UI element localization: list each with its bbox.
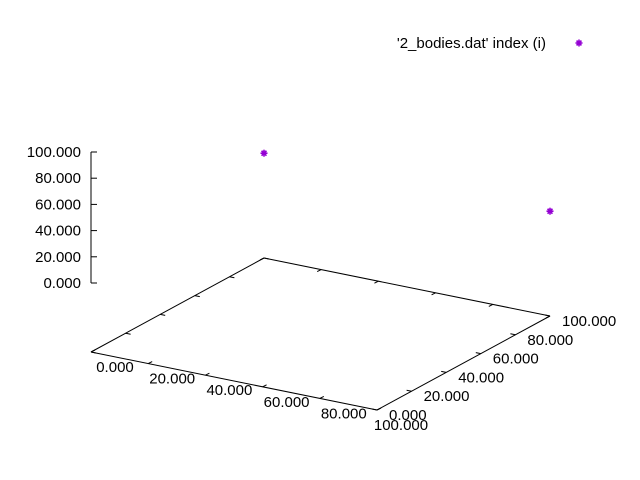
x-tick-label: 60.000 [264,394,310,411]
x-tick-label: 80.000 [321,405,367,422]
data-point [546,207,554,215]
marker-stroke [260,150,268,157]
x-tick-back [374,280,379,284]
y-tick-back [125,332,131,335]
y-tick-back [229,276,235,279]
x-tick-back [431,292,436,296]
y-tick-label: 100.000 [562,313,616,330]
x-tick-back [259,257,265,261]
y-tick-label: 20.000 [424,388,470,405]
x-tick [376,407,382,411]
tick-labels: 0.00020.00040.00060.00080.000100.0000.00… [27,144,616,434]
y-tick-label: 0.000 [389,407,427,424]
marker-stroke [575,39,583,47]
marker-stroke [546,208,554,215]
legend: '2_bodies.dat' index (i) [397,35,583,52]
axis-ticks [90,151,551,411]
back-y-edge [90,257,265,353]
y-tick-label: 80.000 [527,332,573,349]
y-tick [406,389,412,392]
x-tick [147,361,153,365]
y-tick [510,333,516,336]
y-tick [441,370,447,373]
x-tick [205,372,210,376]
x-tick-label: 20.000 [149,371,195,388]
y-tick-back [90,351,97,354]
z-tick-label: 0.000 [43,275,81,292]
x-axis-line [90,351,378,411]
x-tick-label: 100.000 [374,417,428,434]
y-tick-label: 60.000 [493,351,539,368]
z-tick-label: 60.000 [35,196,81,213]
x-tick-label: 0.000 [96,359,134,376]
y-tick-back [160,313,166,316]
base-plane [90,152,551,411]
y-axis-line [376,315,551,411]
y-tick [371,408,378,411]
x-tick-back [488,303,494,307]
y-tick [544,314,551,317]
z-tick-label: 100.000 [27,144,81,161]
x-tick-label: 40.000 [206,382,252,399]
y-tick [475,352,481,355]
data-point [260,149,268,157]
x-tick-back [316,269,322,273]
legend-marker [575,39,583,47]
y-tick-back [263,257,270,260]
y-tick-back [194,295,200,298]
back-x-edge [263,257,551,317]
z-tick-label: 20.000 [35,249,81,266]
x-tick [319,395,325,399]
z-tick-label: 80.000 [35,170,81,187]
legend-label: '2_bodies.dat' index (i) [397,35,546,52]
x-tick [262,384,267,388]
data-points [260,149,554,215]
z-tick-label: 40.000 [35,223,81,240]
y-tick-label: 40.000 [458,369,504,386]
